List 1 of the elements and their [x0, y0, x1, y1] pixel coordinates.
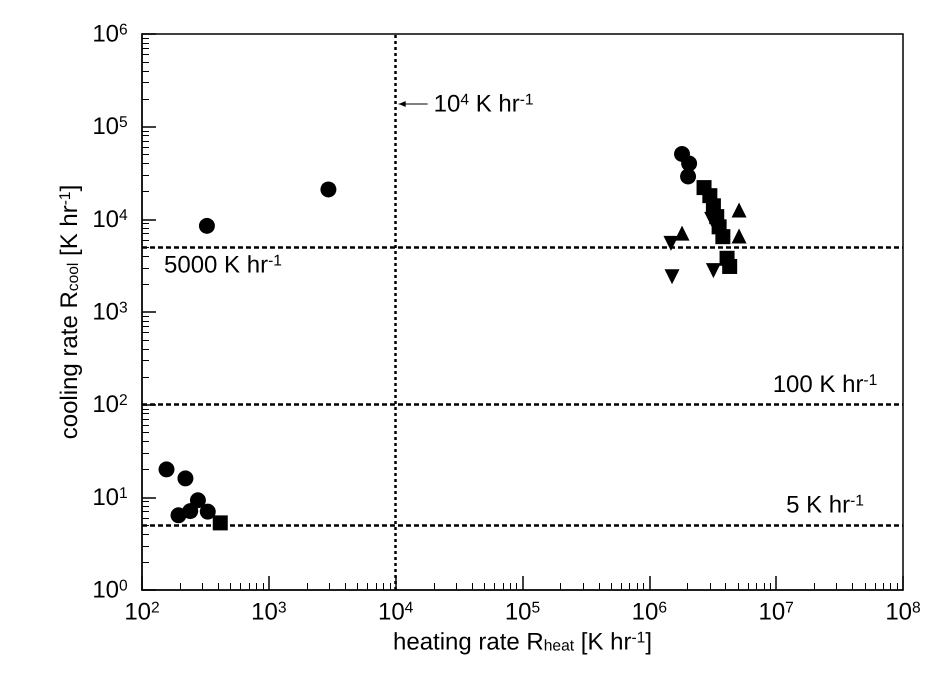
y-axis-title: cooling rate Rcool [K hr-1]: [56, 184, 83, 440]
